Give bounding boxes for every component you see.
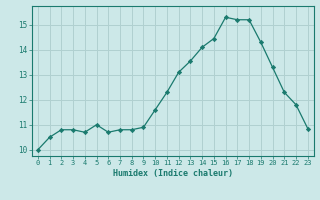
X-axis label: Humidex (Indice chaleur): Humidex (Indice chaleur) bbox=[113, 169, 233, 178]
